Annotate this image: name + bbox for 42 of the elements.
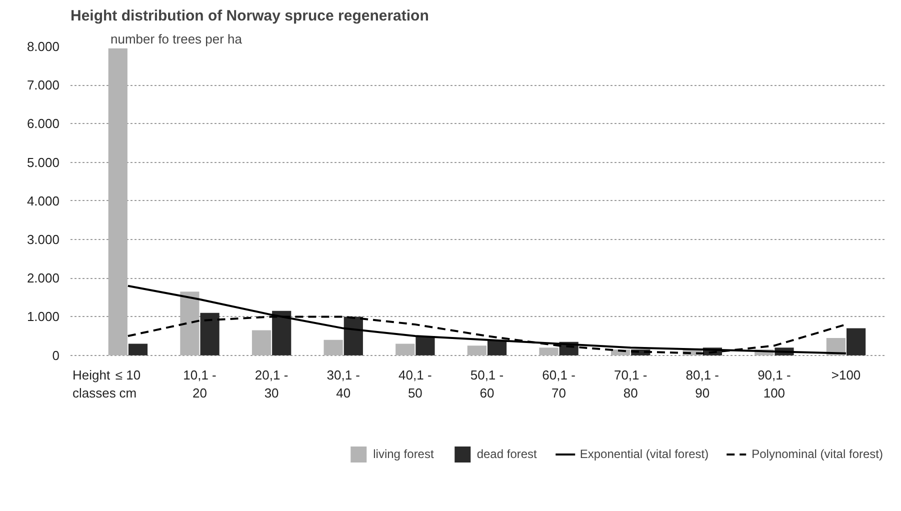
bar	[396, 344, 415, 356]
x-tick-label: 30,1 - 40	[326, 367, 360, 400]
line-series	[126, 284, 848, 354]
y-tick-label: 8.000	[26, 39, 60, 54]
y-tick-label: 1.000	[26, 309, 60, 324]
x-tick-label: ≤ 10 cm	[115, 367, 141, 400]
chart-title: Height distribution of Norway spruce regeneration	[70, 8, 429, 24]
x-tick-label: >100	[831, 367, 861, 382]
x-tick-label: 20,1 - 30	[254, 367, 288, 400]
x-tick-label: 90,1 - 100	[758, 367, 791, 400]
bar	[539, 348, 558, 356]
x-axis-title: Height classes	[72, 367, 116, 400]
x-tick-label: 40,1 - 50	[398, 367, 432, 400]
bar	[180, 292, 200, 356]
legend-label: Polynominal (vital forest)	[752, 447, 883, 461]
x-tick-label: 70,1 - 80	[614, 367, 648, 400]
y-tick-label: 6.000	[26, 116, 60, 132]
bar	[846, 328, 866, 356]
bar	[108, 48, 128, 356]
legend-label: living forest	[373, 447, 434, 461]
y-axis-title: number fo trees per ha	[110, 32, 243, 46]
y-tick-label: 5.000	[26, 154, 60, 170]
bar	[416, 336, 435, 356]
y-tick-label: 3.000	[26, 232, 60, 248]
y-tick-label: 7.000	[26, 78, 60, 93]
bar	[344, 316, 363, 356]
y-tick-label: 4.000	[26, 193, 60, 208]
bar	[200, 312, 220, 356]
bar	[272, 310, 292, 356]
bar	[324, 340, 343, 356]
legend-label: dead forest	[476, 447, 537, 461]
bar	[467, 346, 486, 356]
x-tick-label: 60,1 - 70	[542, 367, 576, 400]
x-tick-label: 10,1 - 20	[183, 367, 216, 400]
legend-label: Exponential (vital forest)	[580, 447, 709, 461]
bar	[252, 330, 272, 356]
y-tick-label: 2.000	[26, 270, 60, 286]
y-tick-label: 0	[52, 348, 60, 363]
x-tick-label: 50,1 - 60	[470, 367, 504, 400]
bar	[128, 344, 148, 356]
x-tick-label: 80,1 - 90	[686, 367, 720, 400]
bar	[487, 340, 507, 356]
